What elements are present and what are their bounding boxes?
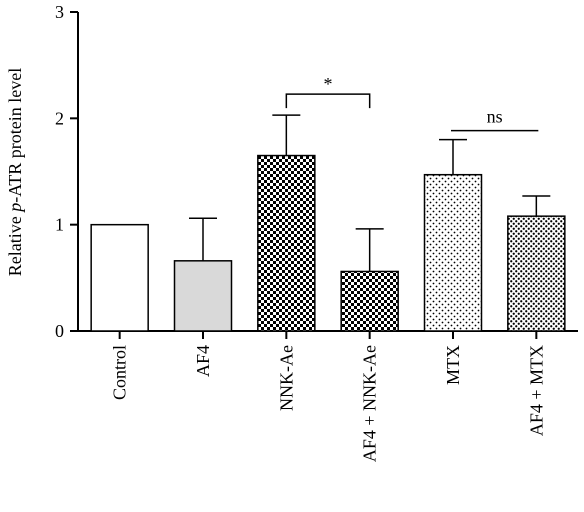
bar	[340, 270, 399, 332]
y-tick-label: 2	[55, 108, 64, 128]
significance-label: ns	[487, 107, 503, 127]
bar	[257, 154, 316, 332]
x-tick-label: MTX	[443, 345, 463, 385]
x-tick-label: NNK-Ae	[276, 345, 296, 411]
bars-layer	[90, 114, 566, 332]
x-ticks: Control AF4 NNK-Ae AF4 + NNK-Ae MTX AF4 + MTX	[110, 331, 546, 462]
significance-label: *	[324, 74, 333, 94]
x-tick-label: AF4 + NNK-Ae	[360, 345, 380, 462]
bar	[90, 223, 149, 332]
y-ticks: 0 1 2 3	[55, 2, 78, 341]
x-tick-label: AF4 + MTX	[526, 345, 546, 436]
significance-bracket	[285, 93, 371, 109]
y-tick-label: 0	[55, 321, 64, 341]
significance-layer: * ns	[285, 74, 539, 132]
x-tick-label: Control	[110, 345, 130, 400]
y-tick-label: 1	[55, 215, 64, 235]
x-tick-label: AF4	[193, 345, 213, 377]
bar	[507, 215, 566, 332]
y-axis-title: Relative p-ATR protein level	[5, 68, 25, 276]
bar	[423, 173, 483, 332]
y-tick-label: 3	[55, 2, 64, 22]
bar	[173, 260, 233, 332]
